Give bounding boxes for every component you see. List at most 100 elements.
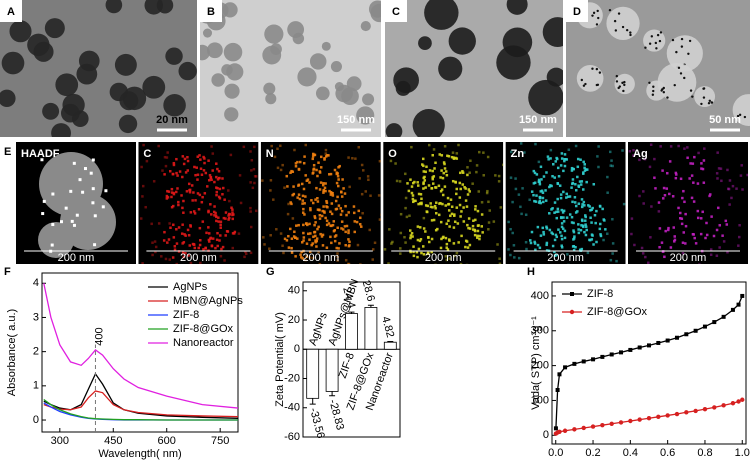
element-signal (354, 157, 357, 160)
element-signal (344, 258, 348, 262)
element-signal (294, 236, 297, 239)
element-signal (315, 237, 319, 240)
element-signal (537, 178, 541, 182)
nanoparticle (597, 16, 600, 20)
panel-label: G (266, 266, 275, 278)
element-signal (551, 207, 554, 210)
element-signal (720, 179, 723, 183)
element-signal (492, 220, 496, 223)
element-signal (431, 153, 434, 157)
element-signal (529, 241, 533, 245)
point (557, 372, 562, 377)
category-label: ZIF-8 (337, 351, 357, 380)
element-signal (380, 213, 381, 217)
element-signal (532, 169, 536, 173)
particle (178, 61, 197, 81)
element-signal (696, 182, 700, 185)
element-signal (186, 159, 190, 163)
element-signal (643, 157, 647, 161)
element-signal (207, 179, 211, 182)
element-signal (324, 189, 327, 193)
element-signal (199, 158, 202, 161)
element-signal (441, 202, 444, 206)
element-signal (548, 228, 552, 232)
particle (265, 93, 277, 105)
element-signal (313, 223, 316, 227)
element-signal (304, 174, 307, 177)
particle (448, 27, 476, 55)
element-signal (725, 223, 729, 226)
element-signal (558, 184, 562, 187)
element-signal (176, 174, 179, 177)
element-signal (445, 258, 449, 262)
element-signal (441, 176, 445, 180)
element-signal (661, 169, 664, 172)
y-tick-label: 0 (294, 343, 300, 355)
point (702, 324, 707, 329)
element-signal (315, 239, 319, 243)
element-signal (206, 185, 209, 188)
element-signal (539, 234, 543, 237)
element-signal (717, 167, 721, 170)
bright-spot (69, 189, 73, 193)
element-signal (342, 187, 345, 190)
element-signal (446, 196, 450, 200)
scale-bar-label: 200 nm (58, 252, 95, 264)
element-signal (391, 240, 394, 244)
particle (76, 63, 98, 85)
element-signal (331, 223, 335, 227)
scale-bar-label: 200 nm (547, 252, 584, 264)
element-signal (509, 150, 513, 154)
nanoparticle (680, 45, 684, 48)
element-signal (315, 168, 318, 172)
element-signal (429, 205, 433, 209)
element-signal (325, 223, 329, 227)
element-signal (608, 150, 612, 154)
element-signal (696, 209, 700, 213)
element-signal (509, 176, 513, 179)
element-signal (691, 162, 695, 165)
eds-label: HAADF (21, 148, 60, 160)
element-signal (473, 233, 477, 237)
element-signal (181, 251, 185, 254)
element-signal (592, 243, 595, 246)
element-signal (421, 157, 425, 161)
element-signal (574, 144, 578, 148)
element-signal (665, 187, 669, 190)
nanoparticle (661, 88, 664, 91)
element-signal (552, 162, 555, 166)
element-signal (204, 171, 208, 175)
element-signal (544, 199, 548, 202)
series-line (43, 398, 238, 421)
element-signal (290, 246, 293, 250)
bright-spot (72, 223, 76, 227)
element-signal (166, 189, 169, 193)
nanoparticle (736, 114, 740, 118)
element-signal (308, 250, 312, 253)
eds-background (628, 142, 748, 264)
point (637, 345, 642, 350)
element-signal (197, 246, 200, 250)
element-signal (412, 250, 415, 254)
element-signal (302, 239, 305, 242)
element-signal (603, 219, 606, 222)
element-signal (287, 234, 290, 238)
value-label: -28.83 (326, 398, 346, 431)
element-signal (584, 223, 587, 226)
element-signal (482, 151, 485, 154)
element-signal (480, 201, 484, 204)
element-signal (360, 163, 364, 167)
element-signal (432, 218, 436, 222)
element-signal (171, 172, 175, 176)
particle (297, 67, 317, 87)
element-signal (208, 240, 211, 243)
element-signal (151, 253, 154, 257)
element-signal (462, 206, 465, 209)
element-signal (286, 185, 289, 188)
nanoparticle (598, 71, 602, 74)
element-signal (487, 228, 490, 231)
y-tick-label: 20 (288, 314, 300, 326)
element-signal (452, 226, 456, 229)
element-signal (658, 245, 661, 249)
element-signal (175, 228, 178, 231)
